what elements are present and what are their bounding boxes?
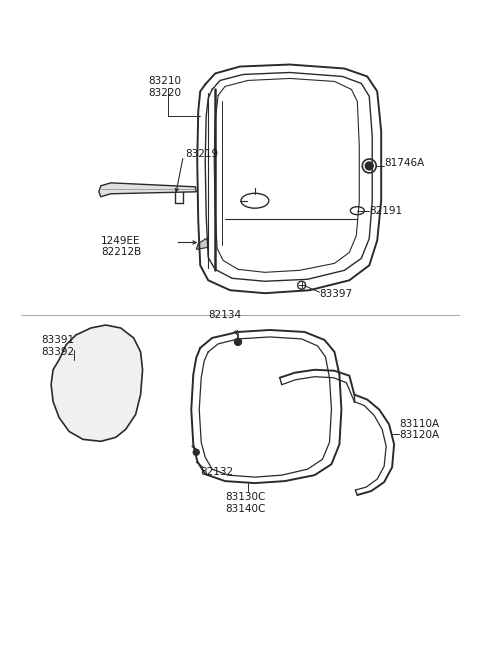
Polygon shape xyxy=(51,325,143,441)
Text: 83110A
83120A: 83110A 83120A xyxy=(399,419,439,440)
Polygon shape xyxy=(196,238,208,250)
Text: 82191: 82191 xyxy=(369,206,402,215)
Text: 82132: 82132 xyxy=(200,467,233,477)
Text: 83397: 83397 xyxy=(320,290,353,299)
Text: 83391
83392: 83391 83392 xyxy=(41,335,74,356)
Text: 83219: 83219 xyxy=(185,149,218,159)
Text: 83130C
83140C: 83130C 83140C xyxy=(225,492,265,514)
Circle shape xyxy=(235,339,241,345)
Circle shape xyxy=(365,162,373,170)
Text: 1249EE
82212B: 1249EE 82212B xyxy=(101,236,141,257)
Polygon shape xyxy=(99,183,196,196)
Circle shape xyxy=(193,449,199,455)
Text: 83210
83220: 83210 83220 xyxy=(148,77,181,98)
Text: 81746A: 81746A xyxy=(384,158,424,168)
Text: 82134: 82134 xyxy=(208,310,241,320)
